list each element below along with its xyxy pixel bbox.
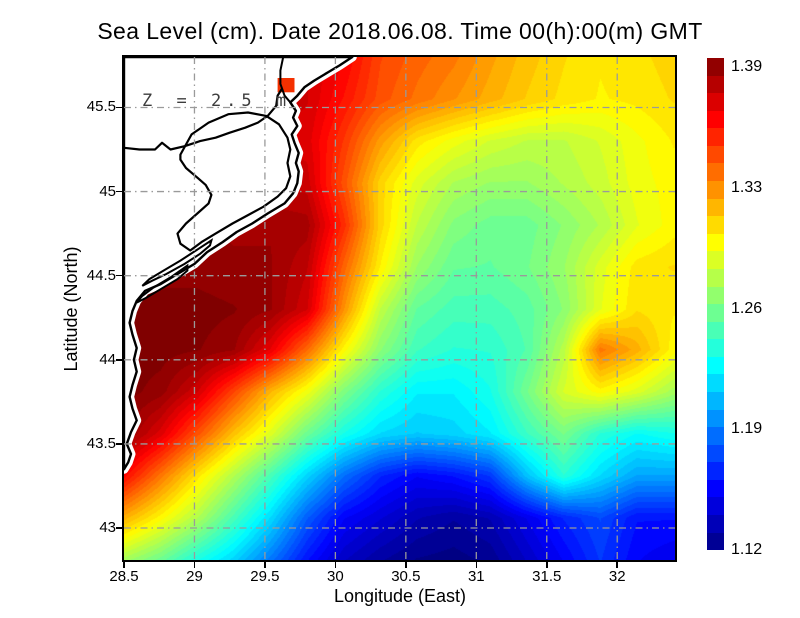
x-tick-mark	[616, 562, 618, 568]
x-tick-mark	[475, 562, 478, 568]
colorbar-segment	[707, 128, 724, 146]
x-tick-mark	[334, 562, 337, 568]
y-tick-mark	[116, 274, 122, 277]
colorbar-segment	[707, 58, 724, 76]
colorbar-segment	[707, 374, 724, 392]
y-tick-mark	[116, 527, 122, 529]
plot-title: Sea Level (cm). Date 2018.06.08. Time 00…	[97, 18, 703, 44]
x-tick-mark	[123, 562, 125, 568]
colorbar-segment	[707, 145, 724, 164]
colorbar-segment	[707, 251, 724, 269]
colorbar-segment	[707, 444, 724, 463]
colorbar-label: 1.39	[731, 58, 763, 75]
colorbar-segment	[707, 356, 724, 375]
river-line	[124, 88, 283, 151]
colorbar-segment	[707, 304, 724, 322]
x-tick-label: 30.5	[391, 568, 421, 585]
y-tick-mark	[116, 359, 122, 361]
x-tick-mark	[405, 562, 407, 568]
colorbar-segment	[707, 409, 724, 428]
colorbar-segment	[707, 532, 724, 551]
depth-annotation: Z = 2.5 m	[142, 91, 292, 111]
coastline	[124, 57, 354, 471]
colorbar-segment	[707, 268, 724, 287]
colorbar-segment	[707, 181, 724, 199]
colorbar-label: 1.12	[731, 541, 763, 558]
colorbar-segment	[707, 198, 724, 217]
x-tick-mark	[546, 562, 548, 568]
x-tick-label: 31.5	[532, 568, 562, 585]
colorbar-label: 1.19	[731, 420, 763, 438]
colorbar-segment	[707, 110, 724, 129]
colorbar-segment	[707, 216, 724, 234]
plot-area: Z = 2.5 m	[122, 55, 677, 562]
x-tick-label: 30	[327, 568, 344, 585]
y-tick-mark	[116, 443, 122, 445]
y-tick-label: 45.5	[86, 98, 116, 116]
colorbar-segment	[707, 515, 724, 533]
y-tick-label: 43.5	[86, 434, 116, 452]
colorbar-segment	[707, 427, 724, 445]
colorbar-segment	[707, 339, 724, 357]
x-axis-label: Longitude (East)	[333, 586, 467, 606]
colorbar-label: 1.26	[731, 299, 763, 317]
x-tick-mark	[264, 562, 266, 568]
map-overlay	[124, 57, 675, 560]
colorbar	[707, 58, 724, 551]
colorbar-segment	[707, 497, 724, 516]
colorbar-segment	[707, 75, 724, 94]
x-tick-label: 32	[608, 568, 626, 585]
colorbar-segment	[707, 93, 724, 111]
y-tick-label: 44.5	[86, 266, 116, 284]
x-tick-label: 28.5	[109, 568, 139, 585]
colorbar-segment	[707, 462, 724, 480]
y-tick-mark	[116, 106, 122, 109]
x-tick-label: 29	[186, 568, 203, 585]
y-tick-label: 45	[99, 182, 116, 200]
colorbar-segment	[707, 233, 724, 252]
colorbar-segment	[707, 286, 724, 305]
colorbar-segment	[707, 321, 724, 340]
colorbar-segment	[707, 163, 724, 182]
colorbar-segment	[707, 479, 724, 498]
x-tick-mark	[193, 562, 196, 568]
lagoon-outline	[135, 263, 189, 304]
colorbar-segment	[707, 391, 724, 410]
lagoon-outline	[141, 238, 214, 287]
y-axis-label: Latitude (North)	[61, 246, 81, 372]
y-tick-mark	[116, 190, 122, 193]
channel-line	[279, 57, 292, 104]
lagoon-outline	[176, 111, 292, 252]
colorbar-label: 1.33	[731, 178, 763, 196]
y-tick-label: 44	[99, 350, 116, 368]
x-tick-label: 31	[467, 568, 485, 585]
x-tick-label: 29.5	[250, 568, 280, 585]
y-tick-label: 43	[99, 519, 116, 537]
